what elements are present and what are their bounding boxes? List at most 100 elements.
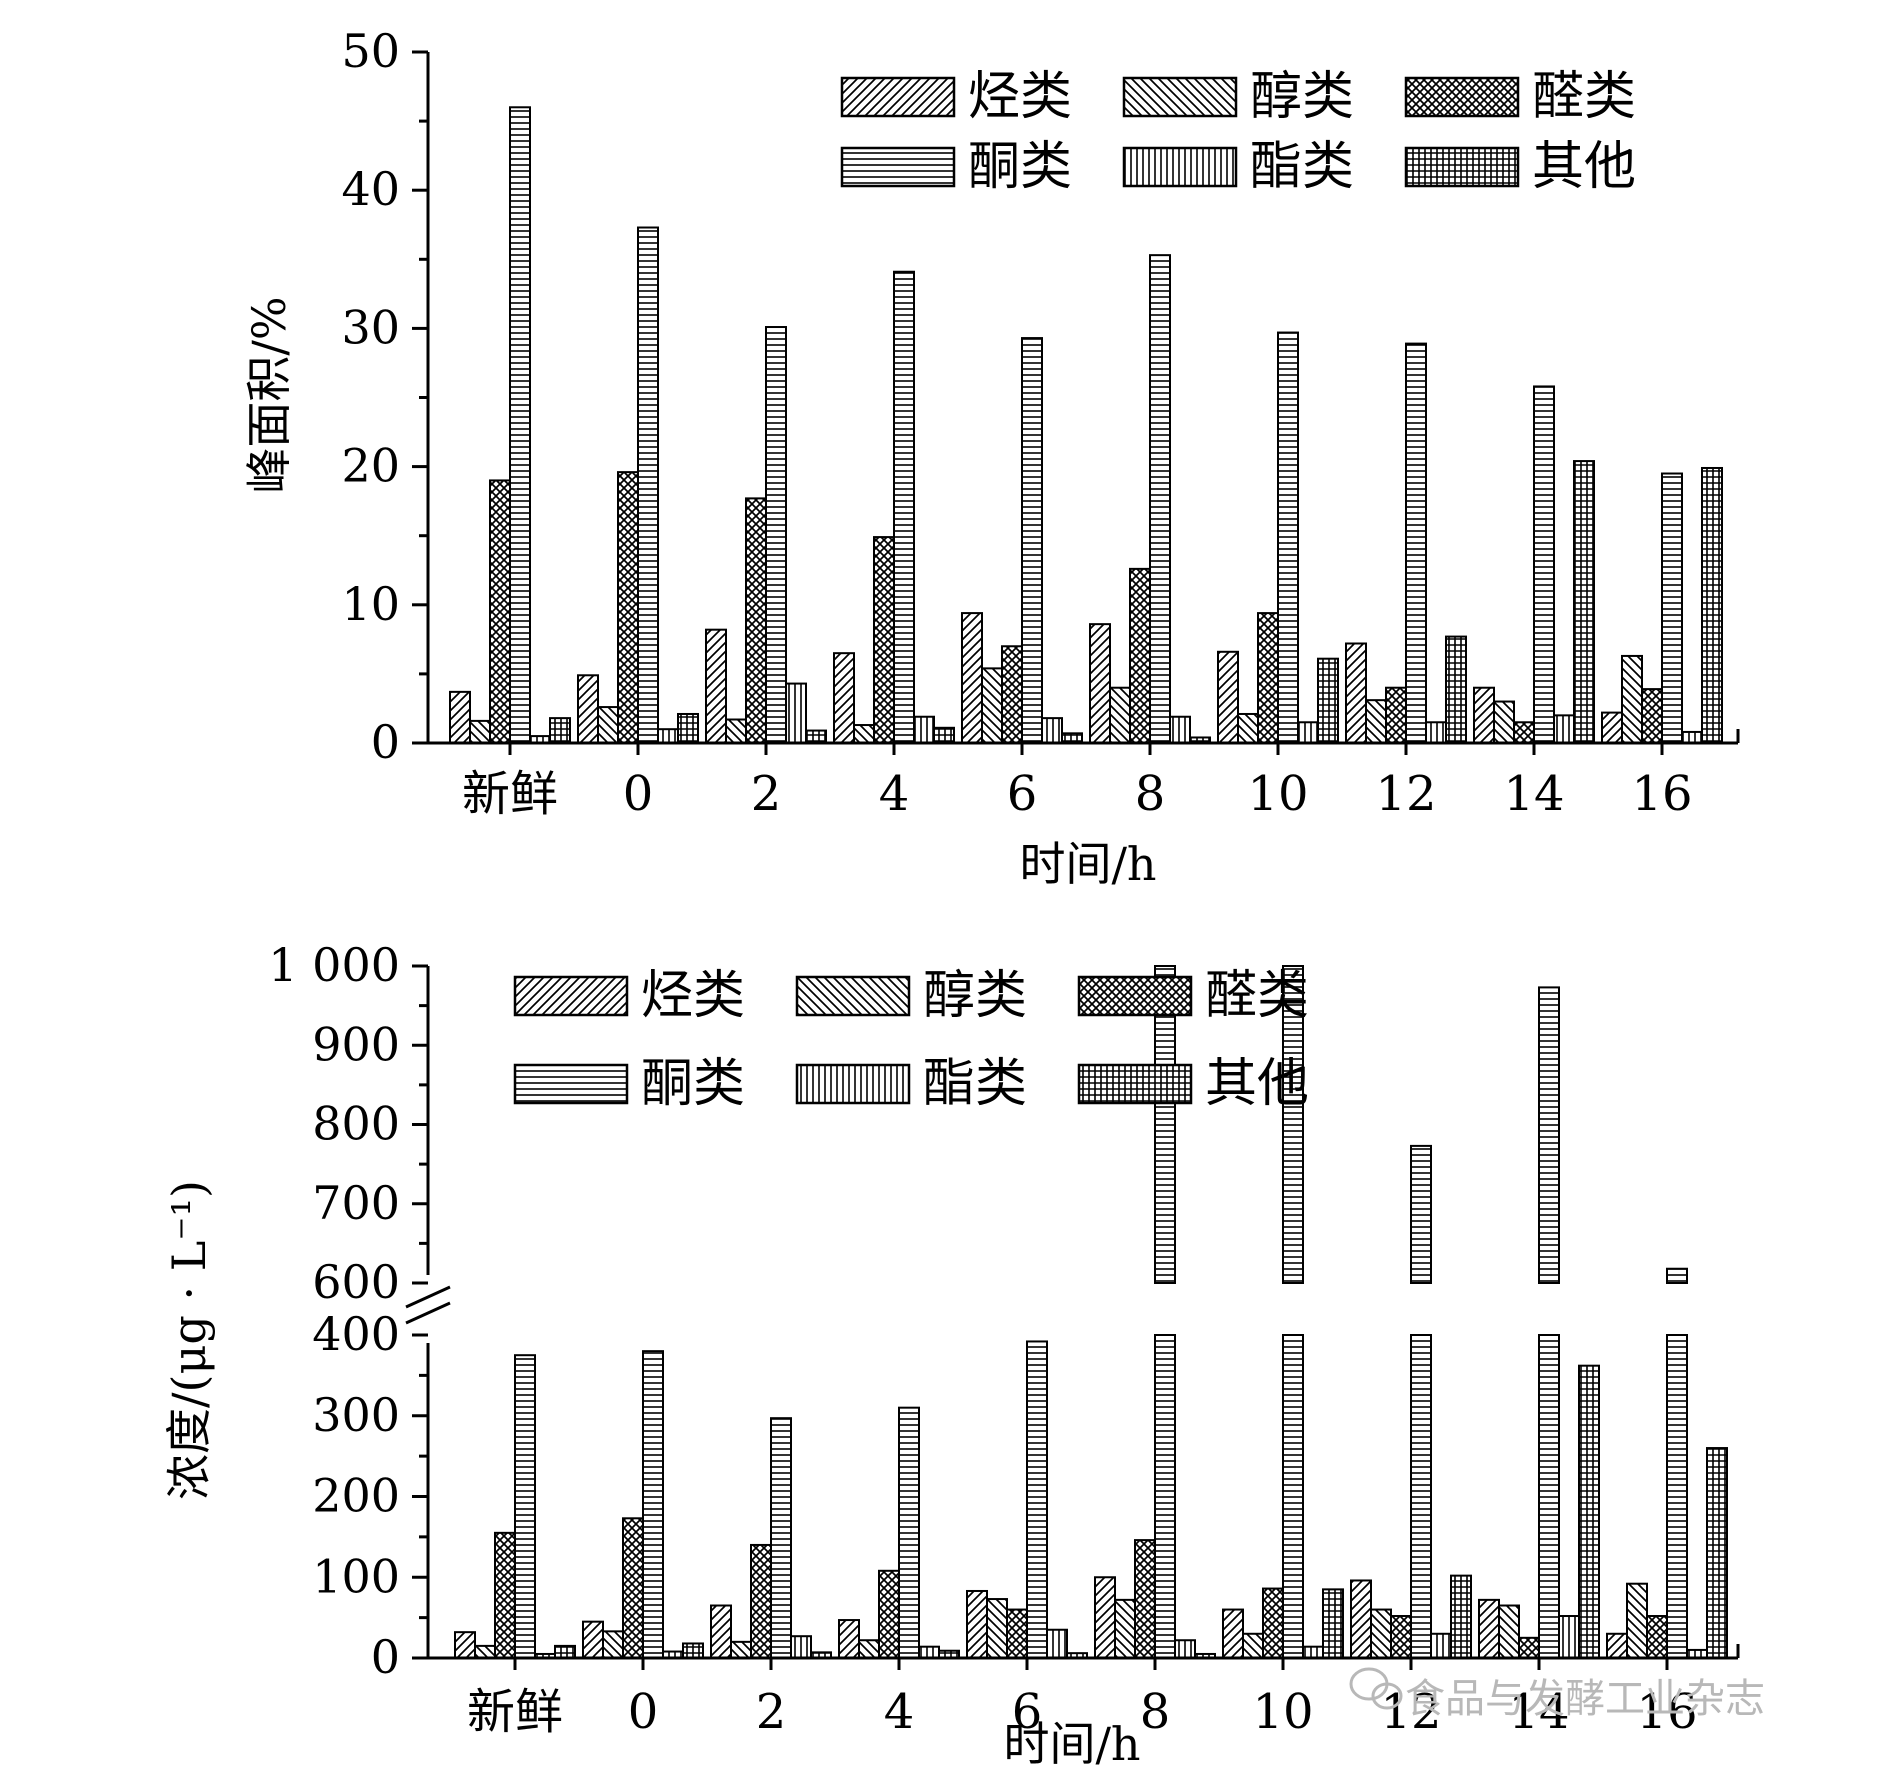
x-category-label-16: 16 bbox=[1636, 1684, 1697, 1740]
bar-醛类-6 bbox=[1006, 1608, 1028, 1660]
x-category-label-8: 8 bbox=[1140, 1684, 1171, 1740]
bar-醇类-8 bbox=[1109, 686, 1131, 744]
chart-2-axes bbox=[405, 964, 1740, 1670]
x-category-label-12: 12 bbox=[1380, 1684, 1441, 1740]
bar-酮类-12-upper bbox=[1410, 1144, 1432, 1284]
bar-醛类-0 bbox=[617, 471, 639, 744]
bar-烃类-16 bbox=[1606, 1632, 1628, 1660]
bar-酮类-0 bbox=[642, 1350, 664, 1660]
bar-酯类-6 bbox=[1041, 717, 1063, 745]
chart-1-y-axis-title: 峰面积/% bbox=[242, 296, 296, 493]
bar-烃类-新鲜 bbox=[449, 690, 471, 745]
bar-烃类-6 bbox=[961, 612, 983, 744]
legend-swatch-酮类 bbox=[513, 1063, 629, 1105]
bar-酮类-新鲜 bbox=[509, 106, 531, 744]
bar-酯类-12 bbox=[1425, 721, 1447, 745]
y-tick-label-100: 100 bbox=[312, 1549, 400, 1603]
y-tick-label-1000: 1 000 bbox=[268, 938, 400, 992]
chart-2-x-axis-title: 时间/h bbox=[1003, 1717, 1140, 1771]
bar-烃类-新鲜 bbox=[454, 1631, 476, 1660]
bar-酮类-4 bbox=[898, 1406, 920, 1660]
bar-酯类-8 bbox=[1174, 1639, 1196, 1659]
bar-醇类-新鲜 bbox=[469, 719, 491, 744]
bar-醛类-12 bbox=[1390, 1615, 1412, 1660]
x-category-label-新鲜: 新鲜 bbox=[462, 766, 558, 822]
legend-label-酮类: 酮类 bbox=[641, 1054, 745, 1114]
legend-label-烃类: 烃类 bbox=[641, 966, 745, 1026]
bar-酯类-8 bbox=[1169, 715, 1191, 745]
bar-醇类-8 bbox=[1114, 1598, 1136, 1659]
bar-醇类-4 bbox=[853, 724, 875, 744]
bar-酮类-16-lower bbox=[1666, 1334, 1688, 1659]
bar-烃类-4 bbox=[833, 652, 855, 744]
axis-break-mark-1 bbox=[405, 1285, 451, 1309]
chart-1-category-labels: 新鲜 0 2 4 6 8 10 12 14 16 bbox=[462, 766, 1693, 822]
bar-醛类-2 bbox=[750, 1543, 772, 1659]
y-tick-label-20: 20 bbox=[341, 439, 400, 493]
bar-醇类-0 bbox=[597, 706, 619, 744]
legend-swatch-酮类 bbox=[840, 146, 956, 188]
legend-label-酯类: 酯类 bbox=[923, 1054, 1027, 1114]
legend-label-酮类: 酮类 bbox=[968, 137, 1072, 197]
legend-label-烃类: 烃类 bbox=[968, 67, 1072, 127]
bar-烃类-2 bbox=[705, 628, 727, 745]
bar-烃类-10 bbox=[1217, 650, 1239, 745]
x-category-label-12: 12 bbox=[1375, 766, 1436, 822]
x-category-label-10: 10 bbox=[1252, 1684, 1313, 1740]
bar-醇类-2 bbox=[730, 1640, 752, 1659]
bar-酯类-4 bbox=[918, 1645, 940, 1659]
bar-烃类-12 bbox=[1345, 642, 1367, 744]
bar-酮类-6 bbox=[1026, 1340, 1048, 1659]
bar-其他-0 bbox=[682, 1642, 704, 1659]
y-tick-label-200: 200 bbox=[312, 1469, 400, 1523]
bar-醇类-0 bbox=[602, 1630, 624, 1660]
y-tick-label-600: 600 bbox=[312, 1255, 400, 1309]
bar-醇类-16 bbox=[1626, 1582, 1648, 1659]
bar-醛类-10 bbox=[1262, 1587, 1284, 1660]
bar-醛类-10 bbox=[1257, 612, 1279, 744]
x-category-label-6: 6 bbox=[1007, 766, 1038, 822]
bar-醛类-2 bbox=[745, 497, 767, 744]
bar-酮类-4 bbox=[893, 270, 915, 744]
bar-醛类-0 bbox=[622, 1517, 644, 1659]
bar-烃类-14 bbox=[1478, 1598, 1500, 1659]
bar-醛类-6 bbox=[1001, 645, 1023, 745]
bar-其他-10 bbox=[1317, 657, 1339, 744]
bar-其他-14 bbox=[1578, 1364, 1600, 1660]
bar-其他-12 bbox=[1445, 635, 1467, 744]
bar-其他-10 bbox=[1322, 1588, 1344, 1660]
legend-swatch-醇类 bbox=[1122, 76, 1238, 118]
bar-烃类-0 bbox=[582, 1620, 604, 1659]
y-tick-label-900: 900 bbox=[312, 1017, 400, 1071]
bar-烃类-4 bbox=[838, 1619, 860, 1659]
bar-烃类-8 bbox=[1089, 623, 1111, 745]
legend-swatch-醛类 bbox=[1404, 76, 1520, 118]
legend-label-其他: 其他 bbox=[1532, 137, 1636, 197]
bar-烃类-10 bbox=[1222, 1608, 1244, 1660]
bar-酮类-8-upper bbox=[1154, 965, 1176, 1284]
x-category-label-4: 4 bbox=[884, 1684, 915, 1740]
x-category-label-8: 8 bbox=[1135, 766, 1166, 822]
x-category-label-2: 2 bbox=[756, 1684, 787, 1740]
bar-醛类-16 bbox=[1646, 1615, 1668, 1660]
legend-label-醇类: 醇类 bbox=[1250, 67, 1354, 127]
legend-swatch-酯类 bbox=[1122, 146, 1238, 188]
bar-其他-16 bbox=[1706, 1447, 1728, 1660]
bar-醛类-14 bbox=[1513, 721, 1535, 745]
bar-醛类-16 bbox=[1641, 688, 1663, 744]
bar-醇类-2 bbox=[725, 718, 747, 744]
bar-烃类-0 bbox=[577, 674, 599, 744]
bar-酯类-14 bbox=[1558, 1615, 1580, 1660]
bar-醇类-6 bbox=[986, 1598, 1008, 1659]
chart-2-category-labels: 新鲜 0 2 4 6 8 10 12 14 16 bbox=[467, 1684, 1698, 1740]
axis-break-mark-2 bbox=[405, 1301, 451, 1325]
bar-酮类-16 bbox=[1661, 472, 1683, 744]
bar-酮类-10-lower bbox=[1282, 1334, 1304, 1659]
bar-醇类-4 bbox=[858, 1639, 880, 1659]
y-tick-label-800: 800 bbox=[312, 1097, 400, 1151]
bar-酯类-16 bbox=[1681, 730, 1703, 744]
bar-醇类-新鲜 bbox=[474, 1644, 496, 1659]
bar-酮类-2 bbox=[770, 1417, 792, 1659]
legend-label-醛类: 醛类 bbox=[1532, 67, 1636, 127]
